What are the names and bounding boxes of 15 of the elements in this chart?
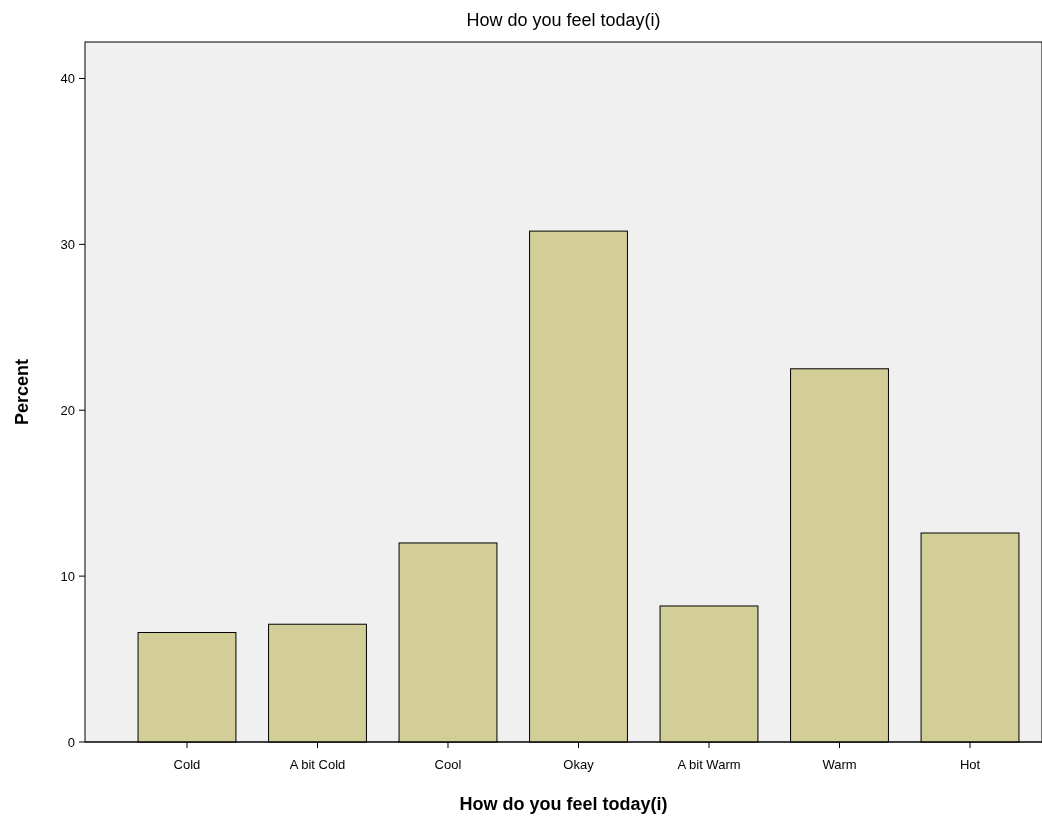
x-tick-label: Okay	[563, 757, 595, 772]
y-tick-label: 10	[60, 568, 75, 584]
x-tick-label: A bit Cold	[289, 757, 346, 772]
x-tick-label: Hot	[959, 757, 981, 772]
x-tick-label: Cool	[434, 757, 462, 772]
y-axis-title: Percent	[12, 358, 32, 426]
y-tick-label: 0	[67, 734, 75, 750]
chart-title: How do you feel today(i)	[466, 10, 661, 30]
y-tick-label: 30	[60, 236, 75, 252]
x-tick-label: Cold	[173, 757, 201, 772]
x-tick-label: A bit Warm	[677, 757, 741, 772]
y-tick-label: 20	[60, 402, 75, 418]
y-tick-label: 40	[60, 71, 75, 87]
x-axis-title: How do you feel today(i)	[459, 794, 668, 814]
x-tick-label: Warm	[822, 757, 857, 772]
